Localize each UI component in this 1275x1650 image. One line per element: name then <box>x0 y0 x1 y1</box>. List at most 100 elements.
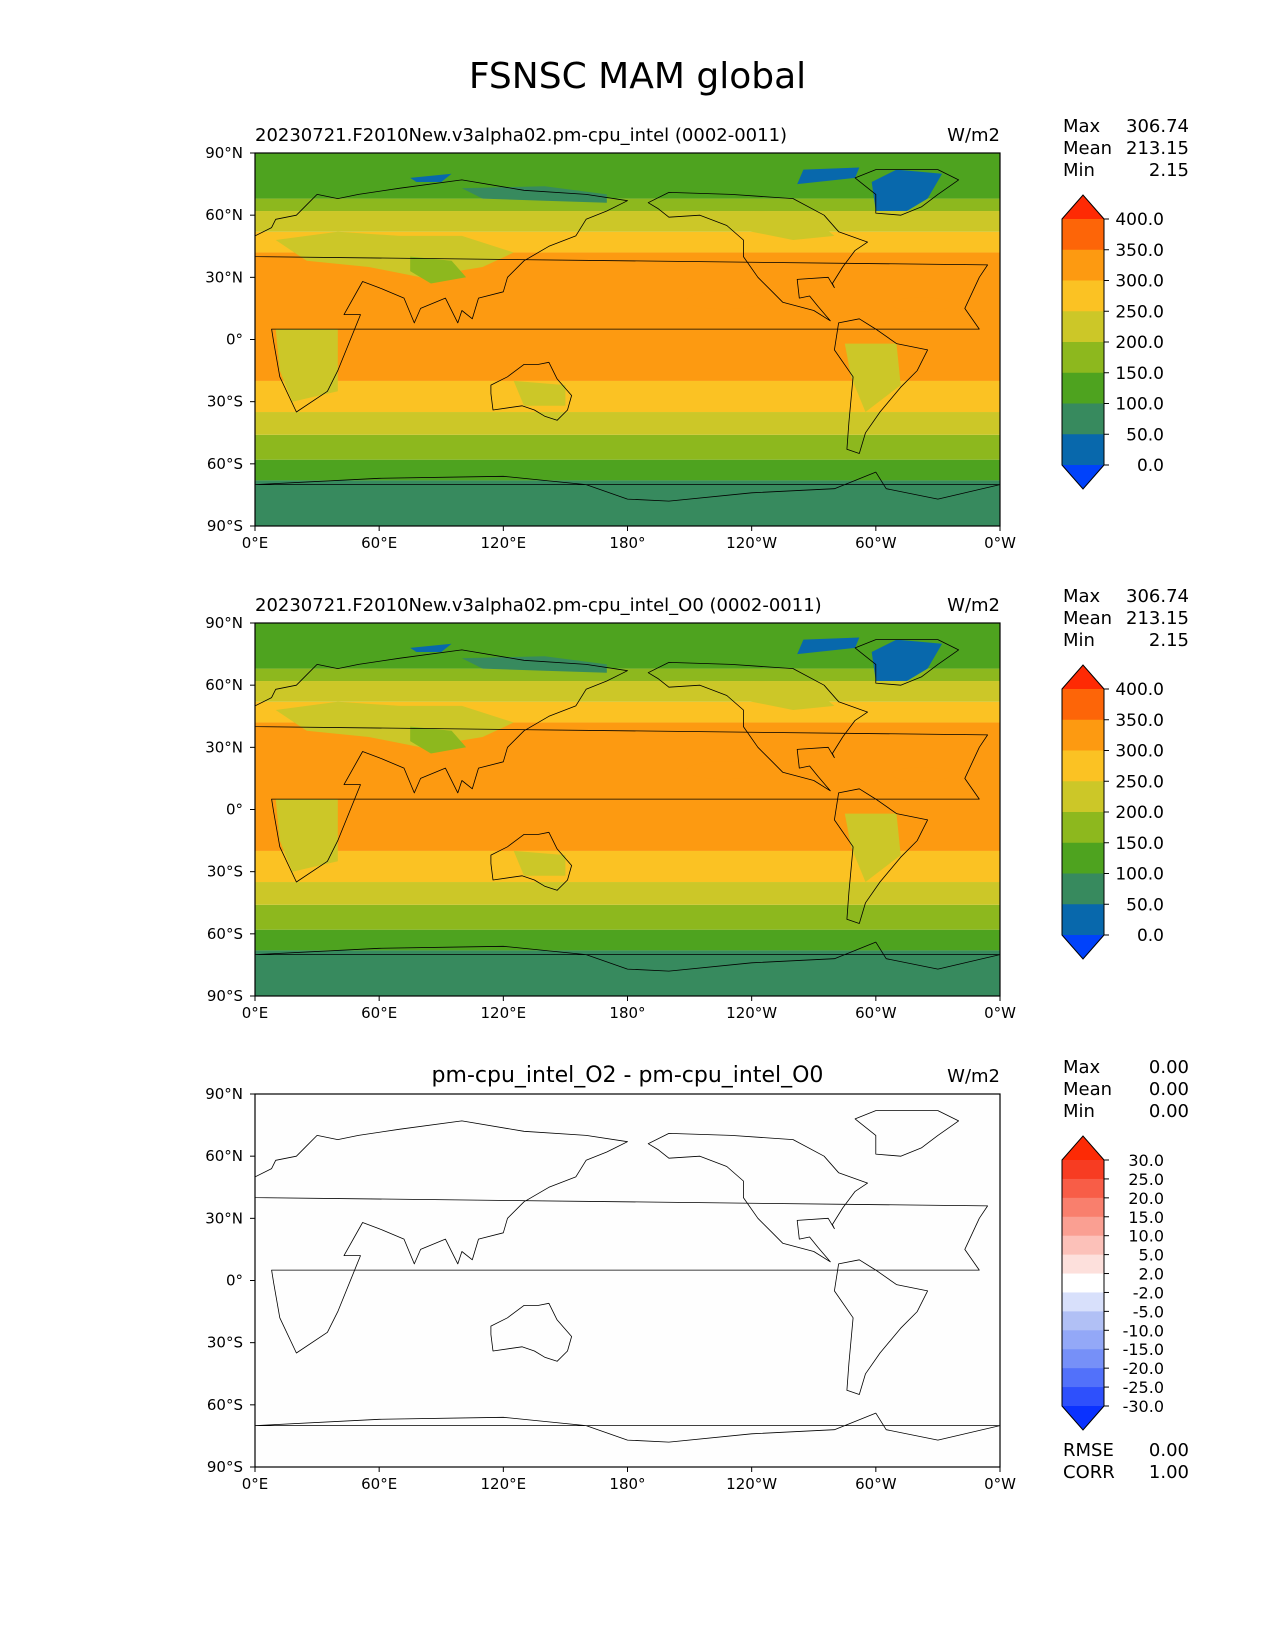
y-tick-label: 30°N <box>205 1209 243 1227</box>
x-tick-label: 120°E <box>481 534 527 552</box>
colorbar-segment <box>1062 904 1104 936</box>
colorbar-extend-min <box>1062 935 1104 959</box>
y-tick-label: 60°S <box>207 925 243 943</box>
colorbar-label: 0.0 <box>1137 926 1164 946</box>
coastline-northAmerica <box>647 662 868 792</box>
coastline-europeAfrica <box>255 649 988 883</box>
contour-region <box>410 643 452 652</box>
y-tick-label: 0° <box>226 801 243 819</box>
stat-min-label: Min <box>1063 1101 1095 1122</box>
y-tick-label: 90°S <box>207 1458 243 1476</box>
x-tick-label: 0°W <box>984 1475 1016 1493</box>
y-tick-label: 60°S <box>207 1396 243 1414</box>
coastline-greenland <box>854 169 959 216</box>
coastline-australia <box>490 831 573 891</box>
colorbar-segment <box>1062 219 1104 251</box>
stat-rmse-value: 0.00 <box>1149 1440 1189 1461</box>
y-tick-label: 90°N <box>205 144 243 162</box>
colorbar-segment <box>1062 719 1104 751</box>
colorbar-segment <box>1062 1178 1104 1199</box>
y-tick-label: 30°S <box>207 393 243 411</box>
colorbar-label: 400.0 <box>1115 210 1164 230</box>
colorbar-label: 250.0 <box>1115 772 1164 792</box>
stat-mean-value: 213.15 <box>1126 138 1189 159</box>
map-panel-difference: pm-cpu_intel_O2 - pm-cpu_intel_O0 W/m2 0°E… <box>205 1063 1016 1493</box>
stat-min-value: 2.15 <box>1149 160 1189 181</box>
coastline-southAmerica <box>834 788 928 924</box>
colorbar-segment <box>1062 812 1104 844</box>
x-tick-label: 60°W <box>855 1004 897 1022</box>
x-tick-label: 0°E <box>242 1004 269 1022</box>
colorbar-segment <box>1062 342 1104 374</box>
colorbar-segment <box>1062 1330 1104 1350</box>
coastline-australia <box>490 361 573 421</box>
contour-region <box>513 850 566 876</box>
colorbar-label: -25.0 <box>1123 1378 1164 1397</box>
colorbar-label: 0.0 <box>1137 456 1164 476</box>
coastline-southAmerica <box>834 318 928 454</box>
colorbar-segment <box>1062 1311 1104 1331</box>
stat-mean-value: 0.00 <box>1149 1079 1189 1100</box>
y-tick-label: 90°S <box>207 987 243 1005</box>
stat-max-value: 0.00 <box>1149 1057 1189 1078</box>
contour-region <box>410 726 467 754</box>
x-tick-label: 60°E <box>361 534 397 552</box>
stat-max-label: Max <box>1063 1057 1101 1078</box>
stat-mean-label: Mean <box>1063 608 1112 629</box>
contour-region <box>844 813 901 882</box>
contour-region <box>699 211 835 240</box>
coastline-northAmerica <box>647 192 868 322</box>
coastline-australia <box>490 1302 573 1362</box>
colorbar: 0.0 50.0 100.0 150.0 200.0 250.0 300.0 350.0 400… <box>1061 194 1164 490</box>
colorbar-label: 200.0 <box>1115 803 1164 823</box>
y-axis: 90°N 60°N 30°N 0° 30°S 60°S 90°S <box>205 144 255 535</box>
colorbar: -30.0-25.0-20.0-15.0-10.0-5.0-2.02.05.01… <box>1061 1135 1164 1431</box>
stat-mean-label: Mean <box>1063 138 1112 159</box>
contour-region <box>844 343 901 412</box>
contour-region <box>513 380 566 406</box>
x-tick-label: 180° <box>609 1004 645 1022</box>
contour-region <box>871 169 943 211</box>
colorbar-label: -20.0 <box>1123 1359 1164 1378</box>
map-panel-test: 20230721.F2010New.v3alpha02.pm-cpu_intel… <box>205 125 1016 552</box>
contour-band <box>255 434 1000 460</box>
contour-band <box>255 480 1000 526</box>
colorbar-segment <box>1062 1235 1104 1256</box>
colorbar-label: -15.0 <box>1123 1340 1164 1359</box>
x-tick-label: 0°E <box>242 534 269 552</box>
y-tick-label: 60°N <box>205 1147 243 1165</box>
colorbar-segment <box>1062 689 1104 721</box>
x-tick-label: 120°W <box>726 1475 777 1493</box>
colorbar-label: 350.0 <box>1115 711 1164 731</box>
x-tick-label: 180° <box>609 534 645 552</box>
x-tick-label: 60°W <box>855 1475 897 1493</box>
units-label: W/m2 <box>947 125 1000 146</box>
y-tick-label: 90°S <box>207 517 243 535</box>
y-tick-label: 60°S <box>207 455 243 473</box>
difference-field <box>255 1094 1000 1467</box>
y-tick-label: 60°N <box>205 676 243 694</box>
colorbar-label: 50.0 <box>1126 895 1164 915</box>
stat-max-value: 306.74 <box>1126 586 1189 607</box>
contour-band <box>255 668 1000 682</box>
stat-corr-label: CORR <box>1063 1462 1115 1483</box>
colorbar-segment <box>1062 1368 1104 1388</box>
contour-band <box>255 882 1000 905</box>
contour-band <box>255 412 1000 435</box>
stat-max-value: 306.74 <box>1126 116 1189 137</box>
colorbar-segment <box>1062 403 1104 435</box>
coastline-europeAfrica <box>255 1120 988 1354</box>
stat-mean-value: 213.15 <box>1126 608 1189 629</box>
coastline-europeAfrica <box>255 179 988 413</box>
figure-title: FSNSC MAM global <box>468 56 807 97</box>
x-tick-label: 120°W <box>726 534 777 552</box>
contour-region <box>410 173 452 182</box>
colorbar-label: 350.0 <box>1115 241 1164 261</box>
contour-band <box>255 929 1000 951</box>
colorbar-label: 250.0 <box>1115 302 1164 322</box>
y-tick-label: 30°S <box>207 1334 243 1352</box>
x-tick-label: 60°E <box>361 1475 397 1493</box>
units-label: W/m2 <box>947 1066 1000 1087</box>
colorbar-segment <box>1062 781 1104 813</box>
coastline-greenland <box>854 639 959 686</box>
